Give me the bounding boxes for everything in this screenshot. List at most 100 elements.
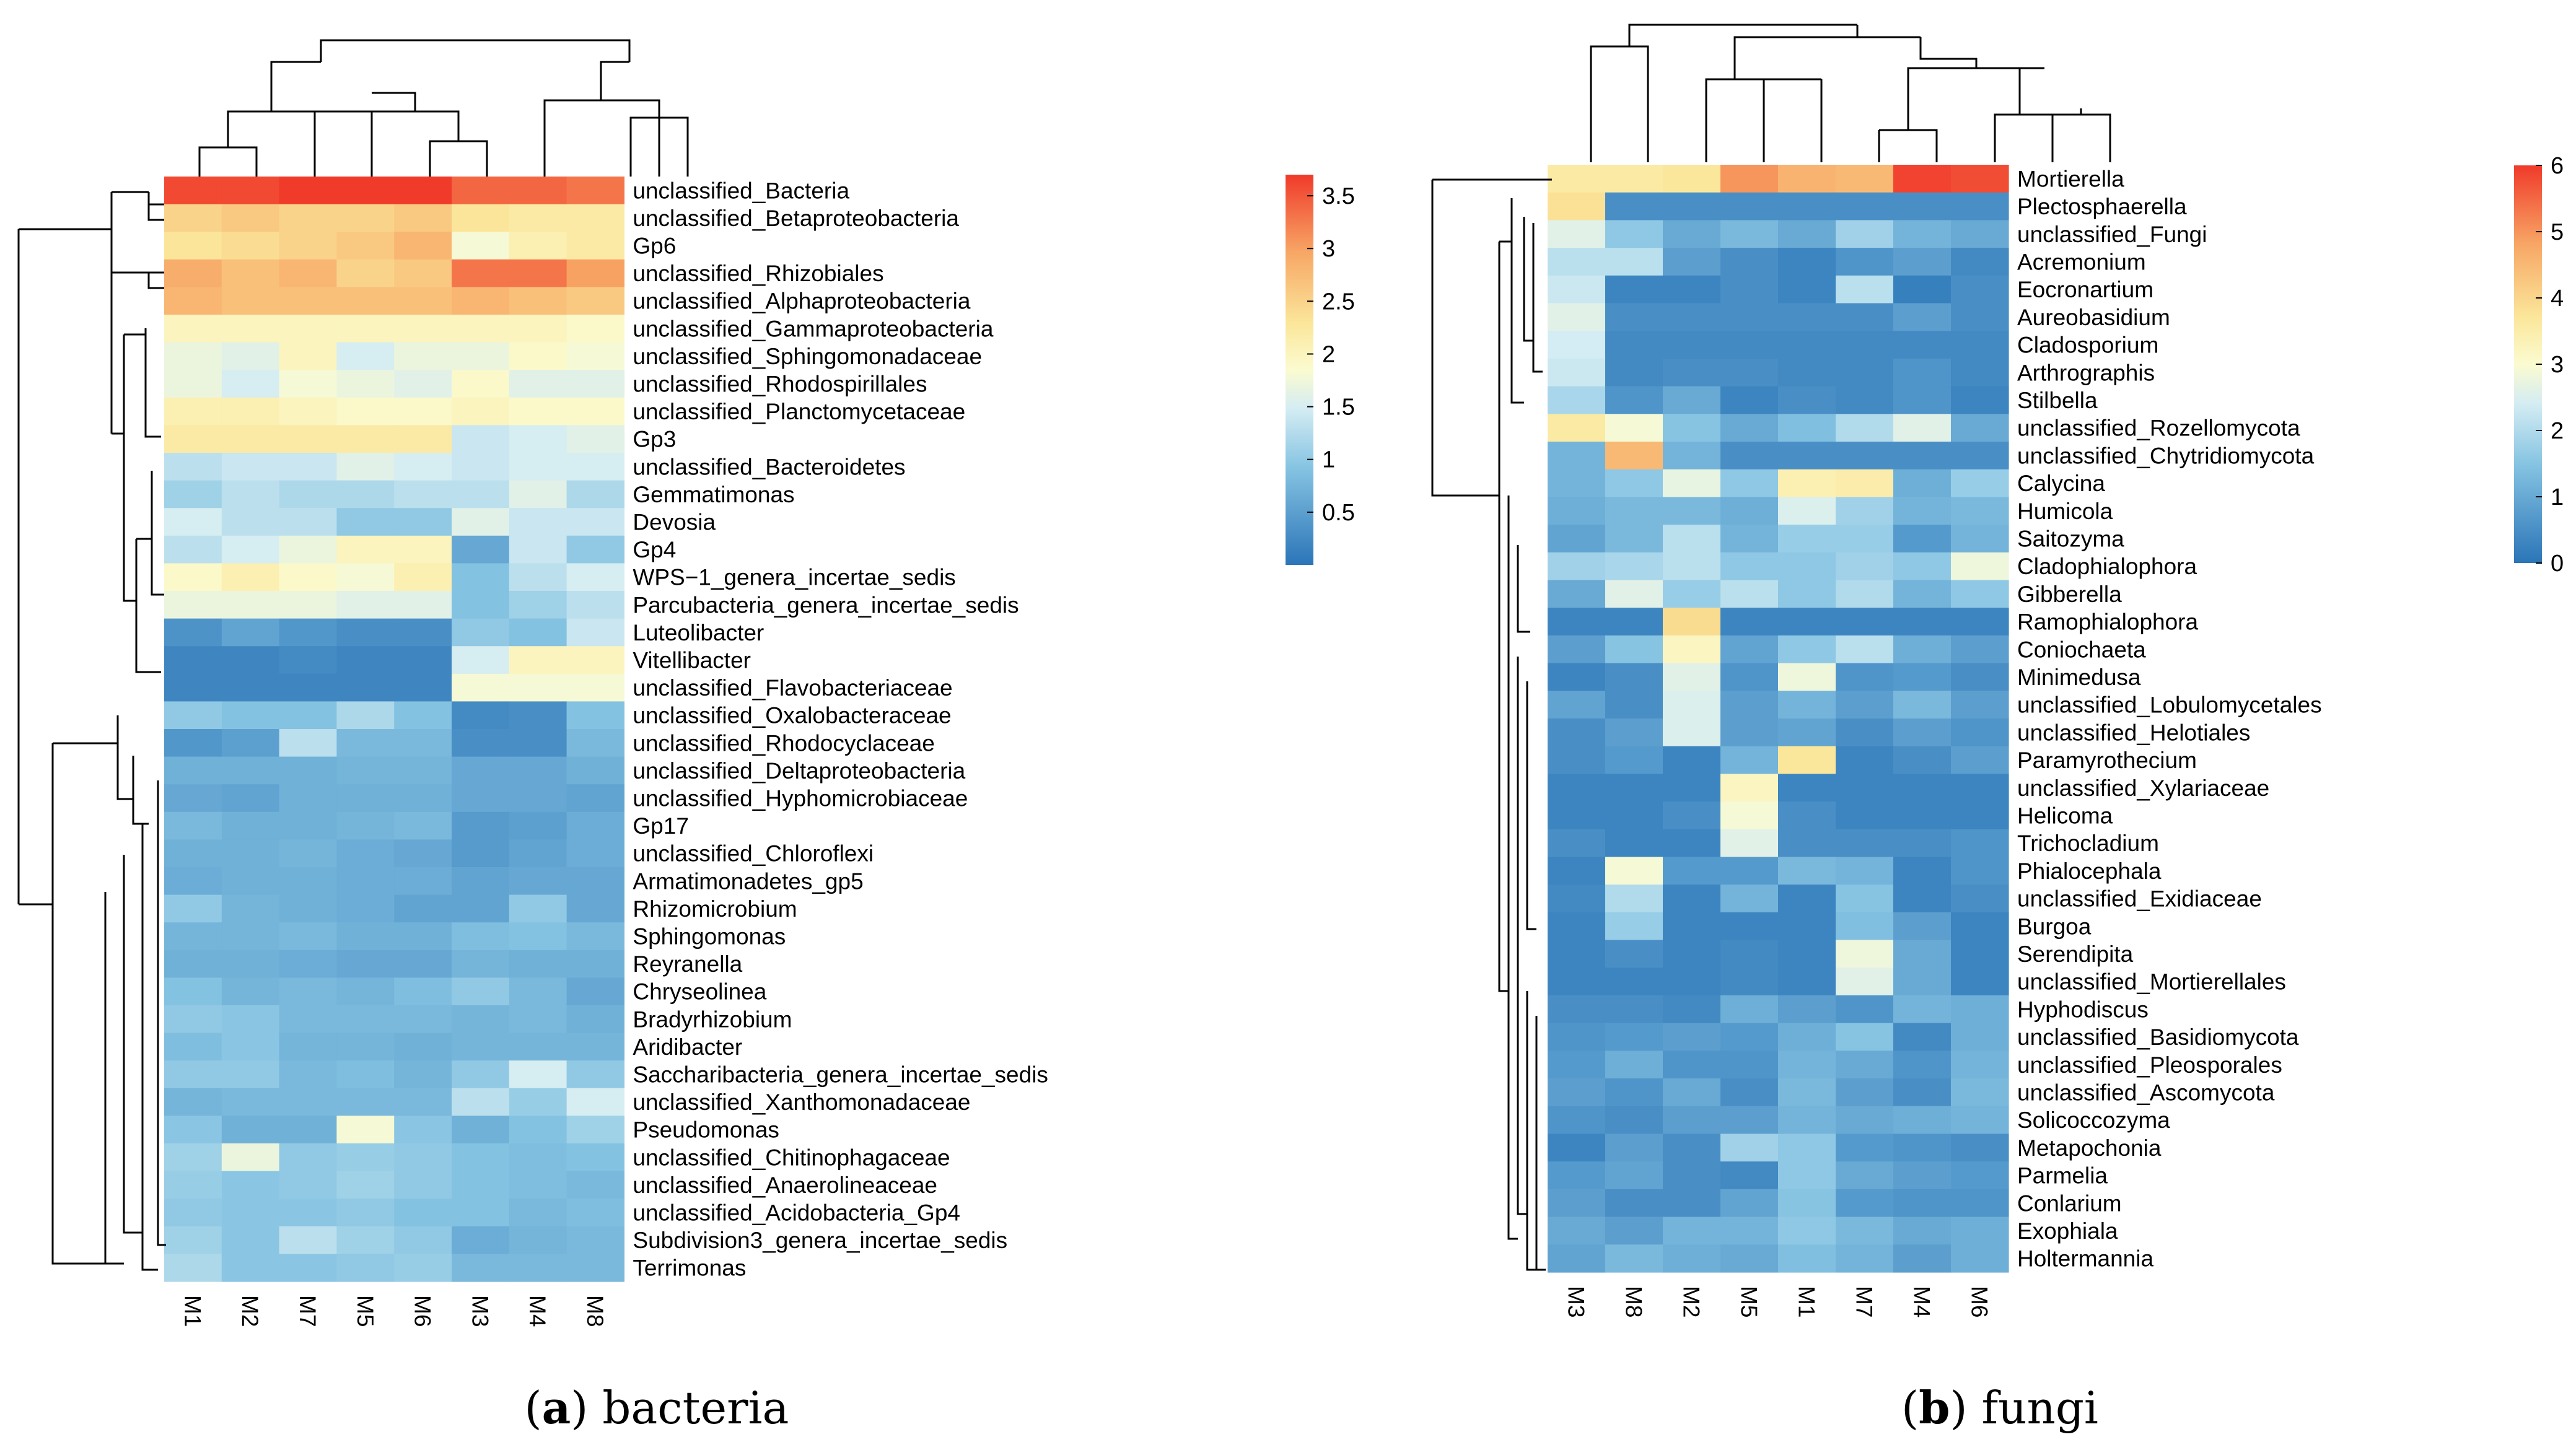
row-label: unclassified_Chitinophagaceae	[633, 1145, 950, 1170]
row-label: unclassified_Ascomycota	[2017, 1080, 2275, 1106]
heatmap-cell	[394, 701, 452, 730]
heatmap-cell	[221, 977, 280, 1006]
heatmap-cell	[279, 342, 337, 370]
dendrogram-branch	[1523, 217, 1533, 342]
heatmap-cell	[1720, 275, 1779, 304]
heatmap-cell	[1893, 358, 1952, 387]
heatmap-cell	[566, 646, 624, 675]
dendrogram-branch	[1431, 180, 1499, 497]
row-label: Sphingomonas	[633, 924, 786, 950]
heatmap-cell	[279, 535, 337, 564]
heatmap-cell	[336, 811, 395, 840]
row-label: Arthrographis	[2017, 360, 2155, 385]
row-label: Phialocephala	[2017, 858, 2162, 884]
heatmap-cell	[452, 1088, 510, 1116]
heatmap-cell	[1893, 718, 1952, 747]
colorbar-tick-label: 0.5	[1322, 500, 1355, 526]
heatmap-cell	[1778, 774, 1836, 802]
heatmap-cell	[1836, 663, 1894, 691]
row-label: unclassified_Alphaproteobacteria	[633, 289, 971, 314]
dendrogram-branch	[1629, 45, 1649, 162]
heatmap-cell	[566, 204, 624, 232]
heatmap-cell	[164, 1060, 222, 1089]
heatmap-cell	[1548, 912, 1606, 941]
heatmap-cell	[1548, 801, 1606, 830]
row-label: Minimedusa	[2017, 665, 2141, 690]
heatmap-cell	[1548, 442, 1606, 470]
heatmap-cell	[336, 232, 395, 260]
heatmap-cell	[221, 342, 280, 370]
heatmap-cell	[336, 1116, 395, 1144]
heatmap-cell	[1663, 1244, 1721, 1273]
column-label: M8	[582, 1295, 608, 1327]
heatmap-cell	[394, 1060, 452, 1089]
bacteria-column-dendrogram	[198, 39, 689, 177]
heatmap-cell	[1951, 829, 2009, 858]
heatmap-cell	[394, 204, 452, 232]
heatmap-cell	[566, 673, 624, 702]
row-label: unclassified_Xanthomonadaceae	[633, 1090, 970, 1115]
heatmap-cell	[1548, 1189, 1606, 1218]
heatmap-cell	[1548, 1161, 1606, 1190]
row-label: Plectosphaerella	[2017, 194, 2187, 219]
dendrogram-branch	[1628, 24, 1857, 46]
heatmap-cell	[509, 259, 567, 287]
row-label: Gemmatimonas	[633, 482, 794, 507]
heatmap-cell	[1778, 525, 1836, 553]
heatmap-cell	[394, 1199, 452, 1227]
heatmap-cell	[566, 535, 624, 564]
heatmap-cell	[566, 701, 624, 730]
heatmap-cell	[1663, 718, 1721, 747]
dendrogram-branch	[1517, 545, 1530, 633]
heatmap-cell	[279, 867, 337, 896]
heatmap-cell	[394, 867, 452, 896]
heatmap-cell	[452, 977, 510, 1006]
heatmap-cell	[1836, 220, 1894, 248]
heatmap-cell	[509, 425, 567, 453]
heatmap-cell	[221, 259, 280, 287]
heatmap-cell	[1778, 746, 1836, 774]
heatmap-cell	[566, 563, 624, 592]
heatmap-cell	[1778, 331, 1836, 359]
heatmap-cell	[452, 646, 510, 675]
heatmap-cell	[221, 1033, 280, 1061]
heatmap-cell	[221, 867, 280, 896]
heatmap-cell	[394, 646, 452, 675]
heatmap-cell	[1893, 303, 1952, 331]
row-label: Mortierella	[2017, 166, 2124, 191]
heatmap-cell	[509, 1199, 567, 1227]
heatmap-cell	[394, 839, 452, 868]
heatmap-cell	[509, 232, 567, 260]
row-label: Conlarium	[2017, 1190, 2122, 1216]
heatmap-cell	[509, 397, 567, 426]
heatmap-cell	[279, 370, 337, 398]
heatmap-cell	[1605, 275, 1663, 304]
colorbar-tick-label: 0	[2551, 551, 2564, 577]
heatmap-cell	[566, 977, 624, 1006]
heatmap-cell	[1836, 1161, 1894, 1190]
heatmap-cell	[394, 480, 452, 509]
dendrogram-branch	[141, 824, 158, 1271]
heatmap-cell	[1778, 275, 1836, 304]
heatmap-cell	[1778, 801, 1836, 830]
heatmap-cell	[1720, 801, 1779, 830]
dendrogram-branch	[144, 328, 161, 438]
heatmap-cell	[509, 480, 567, 509]
heatmap-cell	[1836, 967, 1894, 996]
row-label: Gp6	[633, 234, 676, 259]
heatmap-cell	[1778, 995, 1836, 1024]
row-label: Paramyrothecium	[2017, 748, 2197, 773]
heatmap-cell	[1778, 552, 1836, 581]
heatmap-cell	[164, 756, 222, 785]
column-label: M6	[1967, 1286, 1992, 1317]
dendrogram-branch	[123, 855, 142, 1234]
heatmap-cell	[279, 1171, 337, 1199]
heatmap-cell	[1720, 386, 1779, 414]
heatmap-cell	[1663, 912, 1721, 941]
heatmap-cell	[452, 315, 510, 343]
heatmap-cell	[1605, 801, 1663, 830]
heatmap-cell	[221, 591, 280, 619]
heatmap-cell	[1720, 442, 1779, 470]
bacteria-panel: unclassified_Bacteria unclassified_Betapr…	[17, 39, 1355, 1327]
heatmap-cell	[279, 894, 337, 923]
